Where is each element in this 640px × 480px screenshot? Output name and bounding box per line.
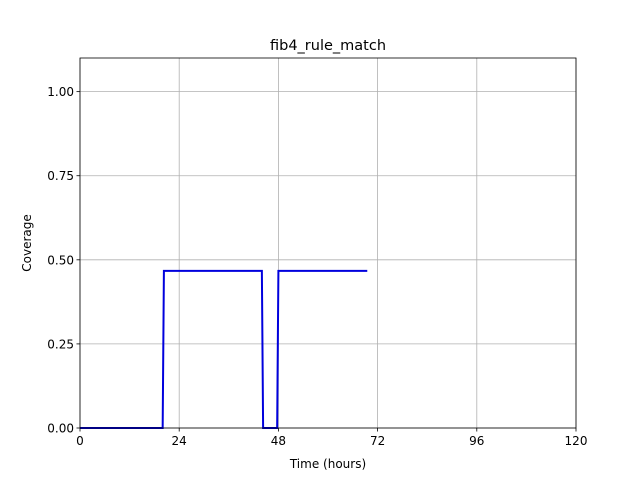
x-tick-label: 24 [172, 434, 187, 448]
y-tick-label: 0.50 [47, 253, 74, 267]
series-layer [80, 269, 368, 429]
y-axis-ticks: 0.00 0.25 0.50 0.75 1.00 [47, 85, 80, 436]
x-tick-label: 72 [370, 434, 385, 448]
y-tick-label: 0.25 [47, 337, 74, 351]
x-tick-label: 96 [469, 434, 484, 448]
y-tick-label: 1.00 [47, 85, 74, 99]
x-axis-label: Time (hours) [289, 457, 366, 471]
chart-title: fib4_rule_match [270, 38, 386, 54]
y-tick-label: 0.75 [47, 169, 74, 183]
x-axis-ticks: 0 24 48 72 96 120 [76, 428, 587, 448]
x-tick-label: 120 [565, 434, 588, 448]
y-axis-label: Coverage [20, 214, 34, 272]
x-tick-label: 48 [271, 434, 286, 448]
x-tick-label: 0 [76, 434, 84, 448]
y-tick-label: 0.00 [47, 422, 74, 436]
coverage-line [80, 269, 368, 429]
plot-area-frame [79, 57, 577, 429]
